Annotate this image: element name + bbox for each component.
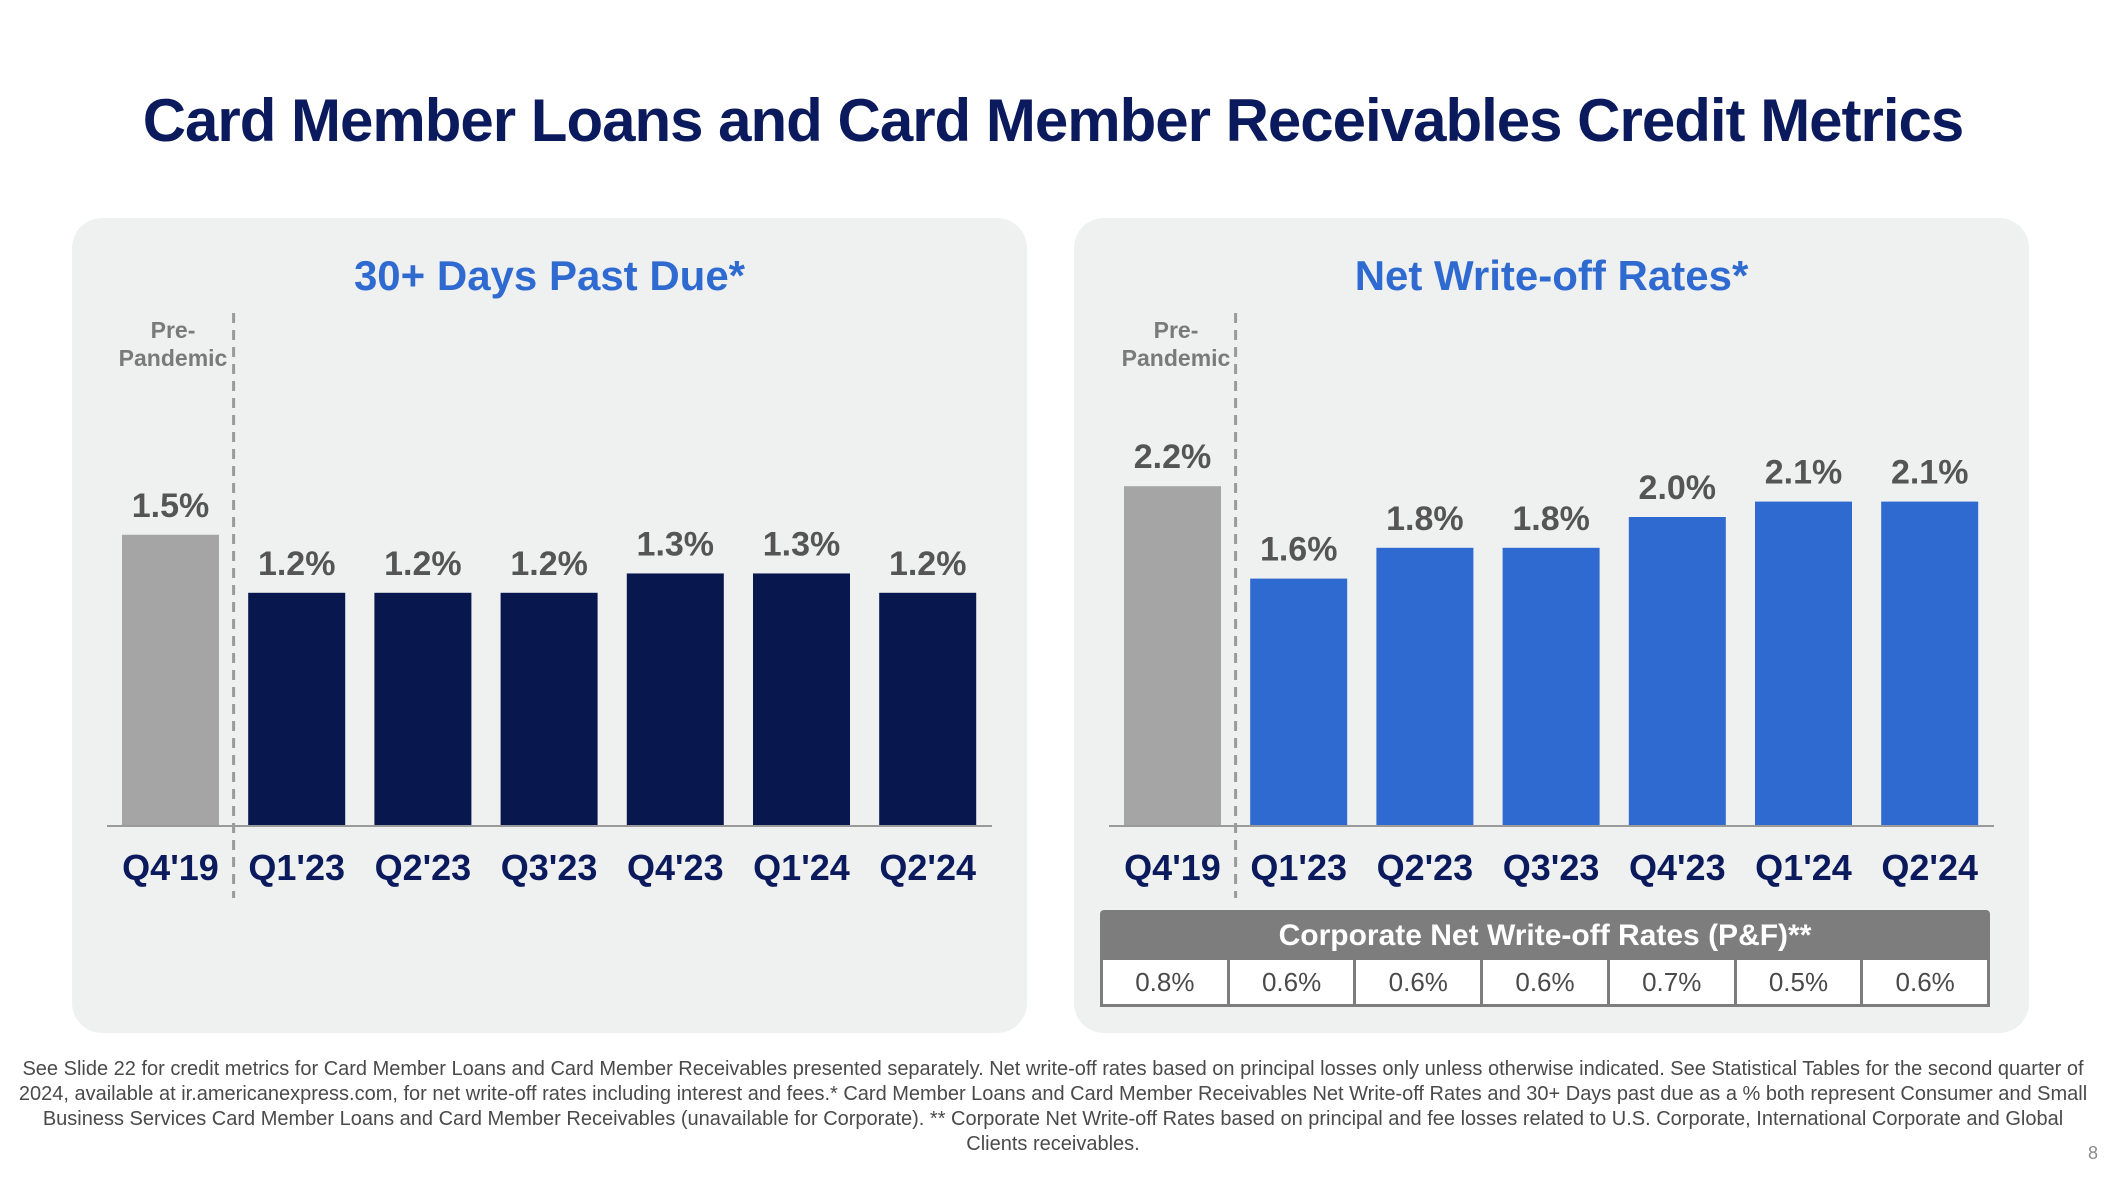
x-tick-label: Q4'19 (1124, 847, 1221, 888)
x-tick-label: Q2'24 (879, 847, 976, 888)
x-tick-label: Q4'23 (627, 847, 724, 888)
data-label: 1.2% (258, 545, 336, 583)
dpd-bar-chart: 1.5% Q4'19 1.2% Q1'23 1.2% Q2'23 1.2% Q3'23 1.3%… (107, 313, 992, 898)
nwo-bar-chart: 2.2% Q4'19 1.6% Q1'23 1.8% Q2'23 1.8% Q3'23 2.0%… (1109, 313, 1994, 898)
data-label: 1.2% (510, 545, 588, 583)
table-cell: 0.6% (1226, 960, 1354, 1004)
x-tick-label: Q2'24 (1881, 847, 1978, 888)
bar (879, 592, 977, 825)
corporate-nwo-table: Corporate Net Write-off Rates (P&F)** 0.… (1100, 910, 1990, 1007)
bar (1376, 547, 1474, 825)
data-label: 2.1% (1891, 454, 1969, 492)
data-label: 2.0% (1639, 469, 1717, 507)
page-number: 8 (2087, 1143, 2098, 1163)
data-label: 1.3% (637, 525, 715, 563)
data-label: 1.3% (763, 525, 841, 563)
bar (1628, 517, 1726, 825)
x-tick-label: Q1'24 (753, 847, 850, 888)
bar (500, 592, 598, 825)
bar (1881, 501, 1979, 825)
table-cell: 0.5% (1733, 960, 1861, 1004)
table-cell: 0.6% (1480, 960, 1607, 1004)
data-label: 1.5% (132, 487, 210, 525)
bar (122, 534, 219, 825)
x-tick-label: Q3'23 (1503, 847, 1600, 888)
data-label: 1.6% (1260, 531, 1338, 569)
bar (1755, 501, 1852, 825)
dpd-chart-panel: 30+ Days Past Due* Pre- Pandemic 1.5% Q4'… (72, 218, 1027, 1033)
data-label: 1.2% (889, 545, 967, 583)
x-tick-label: Q4'23 (1629, 847, 1726, 888)
x-tick-label: Q2'23 (375, 847, 472, 888)
page-title: Card Member Loans and Card Member Receiv… (142, 87, 1965, 154)
x-tick-label: Q2'23 (1377, 847, 1474, 888)
table-cell: 0.6% (1353, 960, 1480, 1004)
x-tick-label: Q4'19 (122, 847, 219, 888)
data-label: 1.2% (384, 545, 462, 583)
corporate-nwo-table-header: Corporate Net Write-off Rates (P&F)** (1100, 910, 1990, 960)
x-tick-label: Q1'24 (1755, 847, 1852, 888)
table-cell: 0.7% (1606, 960, 1734, 1004)
bar (374, 592, 472, 825)
bar (626, 573, 724, 825)
bar (1502, 547, 1600, 825)
data-label: 2.1% (1765, 454, 1843, 492)
bar (1250, 578, 1348, 825)
pre-pandemic-label: Pre- Pandemic (1121, 317, 1231, 371)
data-label: 1.8% (1386, 500, 1464, 538)
nwo-chart-panel: Net Write-off Rates* Pre- Pandemic 2.2% Q… (1074, 218, 2029, 1033)
bar (1124, 486, 1221, 825)
nwo-chart-title: Net Write-off Rates* (1354, 252, 1749, 299)
x-tick-label: Q1'23 (248, 847, 345, 888)
pre-pandemic-label: Pre- Pandemic (118, 317, 228, 371)
bar (753, 573, 850, 825)
x-tick-label: Q1'23 (1250, 847, 1347, 888)
data-label: 1.8% (1512, 500, 1590, 538)
footnote: See Slide 22 for credit metrics for Card… (18, 1058, 2088, 1155)
bar (248, 592, 346, 825)
corporate-nwo-table-row: 0.8% 0.6% 0.6% 0.6% 0.7% 0.5% 0.6% (1100, 960, 1990, 1007)
table-cell: 0.6% (1860, 960, 1987, 1004)
dpd-chart-title: 30+ Days Past Due* (353, 252, 746, 299)
x-tick-label: Q3'23 (501, 847, 598, 888)
table-cell: 0.8% (1135, 967, 1195, 997)
data-label: 2.2% (1134, 438, 1212, 476)
